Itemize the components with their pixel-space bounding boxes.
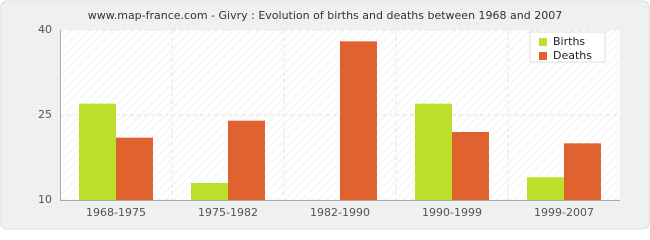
- legend-swatch: [539, 38, 547, 46]
- x-tick-label: 1990-1999: [422, 206, 482, 219]
- y-tick-label: 25: [38, 108, 52, 121]
- x-tick-label: 1982-1990: [310, 206, 370, 219]
- bar: [564, 143, 601, 200]
- bar: [79, 103, 116, 200]
- chart: www.map-france.com - Givry : Evolution o…: [0, 0, 650, 230]
- x-tick-label: 1975-1982: [198, 206, 258, 219]
- legend-label: Deaths: [553, 49, 592, 62]
- bar: [340, 41, 377, 201]
- bar: [116, 137, 153, 200]
- bar: [191, 183, 228, 200]
- bar: [415, 103, 452, 200]
- x-tick-label: 1968-1975: [86, 206, 146, 219]
- bar: [452, 132, 489, 200]
- bar: [527, 177, 564, 200]
- x-tick-label: 1999-2007: [534, 206, 594, 219]
- legend-swatch: [539, 52, 547, 60]
- legend-label: Births: [553, 35, 585, 48]
- bar: [228, 120, 265, 200]
- chart-title: www.map-france.com - Givry : Evolution o…: [88, 9, 562, 22]
- y-tick-label: 40: [38, 23, 52, 36]
- y-tick-label: 10: [38, 193, 52, 206]
